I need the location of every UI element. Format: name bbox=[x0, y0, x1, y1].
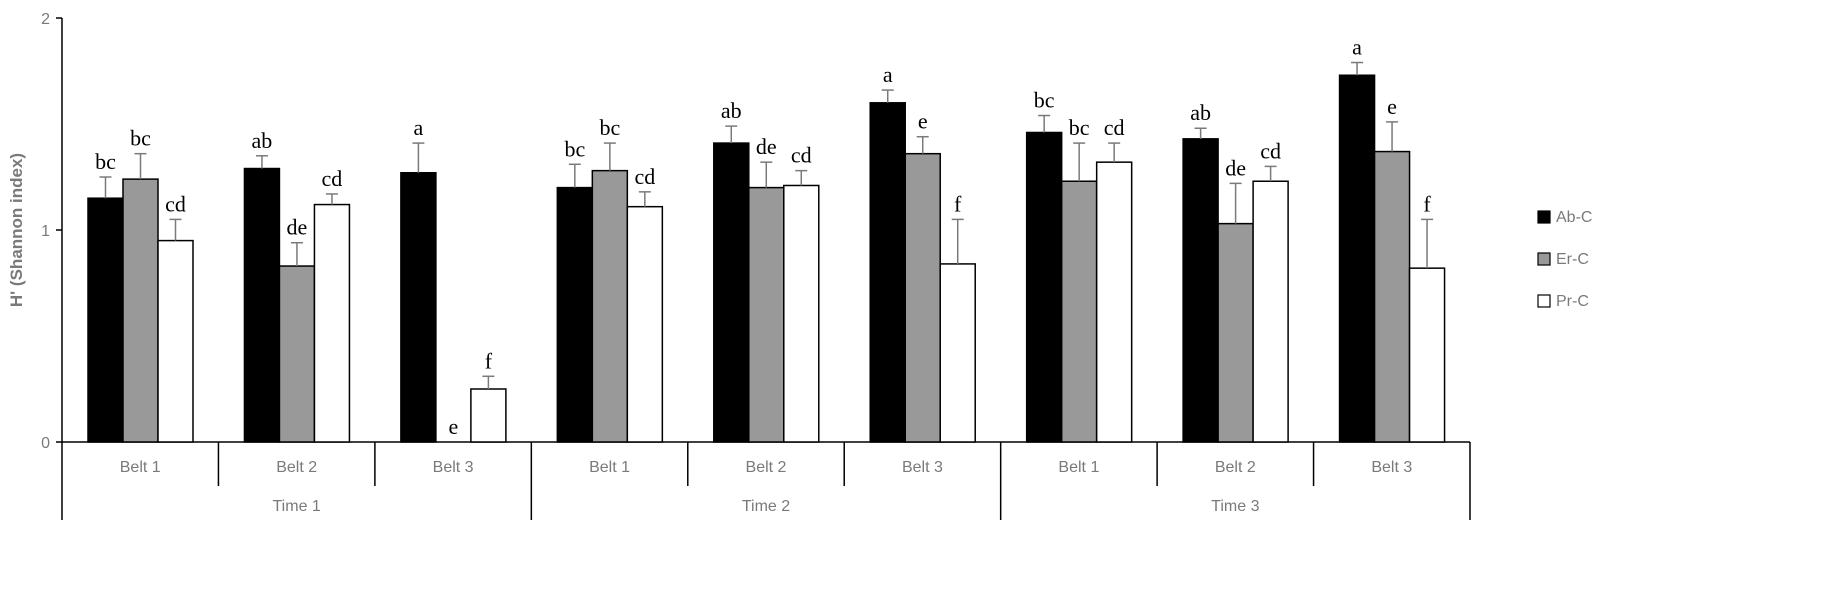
significance-label: cd bbox=[165, 191, 186, 216]
significance-label: e bbox=[918, 109, 928, 134]
bar bbox=[243, 167, 281, 443]
labels: bc ab a bc ab a bc ab a bc de e bc de e bc de e cd cd f cd cd f… bbox=[95, 35, 1431, 439]
x-category-label: Belt 1 bbox=[589, 459, 630, 476]
bar bbox=[939, 263, 976, 443]
x-group-label: Time 2 bbox=[742, 498, 790, 515]
bar bbox=[1060, 180, 1098, 443]
significance-label: e bbox=[1387, 94, 1397, 119]
legend-label: Ab-C bbox=[1556, 209, 1592, 226]
x-category-label: Belt 3 bbox=[1371, 459, 1412, 476]
bar bbox=[1338, 74, 1376, 443]
bar bbox=[1373, 150, 1411, 443]
significance-label: cd bbox=[322, 166, 343, 191]
significance-label: bc bbox=[130, 126, 151, 151]
bar bbox=[626, 205, 664, 443]
significance-label: bc bbox=[564, 136, 585, 161]
y-axis-title: H' (Shannon index) bbox=[7, 153, 26, 307]
bar bbox=[470, 388, 507, 443]
bar bbox=[122, 178, 159, 443]
x-group-label: Time 1 bbox=[273, 498, 321, 515]
legend-swatch bbox=[1537, 252, 1551, 266]
bar bbox=[400, 172, 437, 443]
bar bbox=[556, 186, 594, 443]
significance-label: bc bbox=[1069, 115, 1090, 140]
significance-label: cd bbox=[1104, 115, 1125, 140]
y-tick-label: 2 bbox=[41, 11, 50, 28]
bar bbox=[748, 186, 785, 443]
bar bbox=[313, 203, 351, 443]
bar bbox=[904, 152, 941, 443]
significance-label: f bbox=[954, 191, 962, 216]
x-category-label: Belt 2 bbox=[746, 459, 787, 476]
significance-label: f bbox=[1423, 191, 1431, 216]
significance-label: a bbox=[1352, 35, 1362, 60]
bar bbox=[1217, 222, 1254, 443]
legend: Ab-C Er-C Pr-C bbox=[1537, 209, 1592, 310]
significance-label: de bbox=[1225, 155, 1246, 180]
bar bbox=[783, 184, 820, 443]
legend-label: Er-C bbox=[1556, 251, 1589, 268]
bar bbox=[1408, 267, 1446, 443]
y-tick-label: 0 bbox=[41, 435, 50, 452]
x-category-label: Belt 1 bbox=[120, 459, 161, 476]
significance-label: bc bbox=[1034, 88, 1055, 113]
y-tick-label: 1 bbox=[41, 223, 50, 240]
significance-label: cd bbox=[634, 164, 655, 189]
significance-label: bc bbox=[599, 115, 620, 140]
significance-label: ab bbox=[721, 98, 742, 123]
significance-label: ab bbox=[252, 128, 273, 153]
bar bbox=[87, 197, 124, 443]
significance-label: de bbox=[287, 215, 308, 240]
bars bbox=[87, 61, 1446, 443]
x-category-label: Belt 1 bbox=[1058, 459, 1099, 476]
significance-label: cd bbox=[791, 143, 812, 168]
x-category-label: Belt 3 bbox=[433, 459, 474, 476]
legend-label: Pr-C bbox=[1556, 293, 1589, 310]
x-category-label: Belt 2 bbox=[1215, 459, 1256, 476]
significance-label: a bbox=[883, 62, 893, 87]
significance-label: bc bbox=[95, 149, 116, 174]
bar bbox=[1252, 180, 1289, 443]
x-category-label: Belt 3 bbox=[902, 459, 943, 476]
bar bbox=[591, 169, 629, 443]
significance-label: a bbox=[414, 115, 424, 140]
significance-label: cd bbox=[1260, 138, 1281, 163]
significance-label: ab bbox=[1190, 100, 1211, 125]
bar bbox=[1025, 131, 1063, 443]
x-category-label: Belt 2 bbox=[276, 459, 317, 476]
legend-swatch bbox=[1537, 210, 1551, 224]
bar bbox=[713, 142, 750, 443]
significance-label: e bbox=[449, 414, 459, 439]
legend-swatch bbox=[1537, 294, 1551, 308]
bar bbox=[278, 265, 316, 443]
significance-label: de bbox=[756, 134, 777, 159]
axes: 0 1 2 H' (Shannon index) Belt 1 Belt 2 Belt 3 T… bbox=[7, 11, 1471, 520]
bar bbox=[1095, 161, 1133, 443]
x-group-label: Time 3 bbox=[1211, 498, 1259, 515]
significance-label: f bbox=[485, 348, 493, 373]
bar bbox=[157, 239, 194, 443]
bar bbox=[1182, 138, 1219, 443]
bar bbox=[869, 102, 906, 443]
